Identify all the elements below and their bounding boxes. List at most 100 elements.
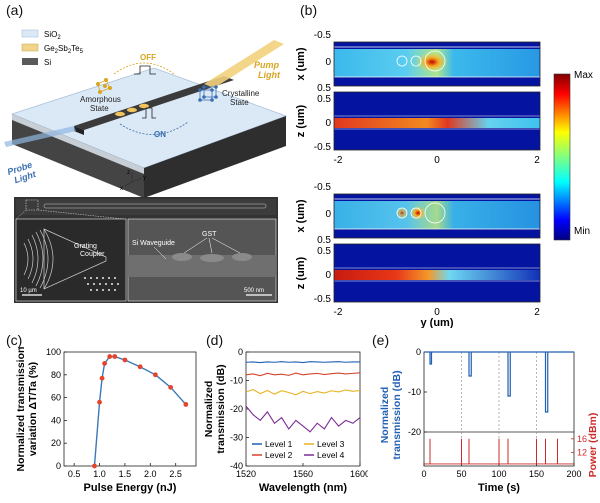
x-tick-label: 150 [529,469,544,479]
y-tick-label: -10 [408,387,421,397]
legend-label: Level 4 [317,450,345,460]
data-point [92,463,97,469]
y-tick-label: -20 [230,404,243,414]
sem-image: Grating Coupler 10 µm GST Si Waveguide 50… [14,197,278,303]
crystalline-label: Crystalline State [222,89,260,107]
off-pulse-icon [134,65,156,75]
grating-dots [84,277,119,291]
pump-label: Pump Light [254,60,281,80]
gst-blob [232,253,252,261]
device-schematic: SiO2 Ge2Sb2Te5 Si Pump Light ProbeLight O… [4,22,290,198]
b-ylabel-4: z (um) [295,256,307,289]
y-tick-label: 80 [51,370,61,380]
sem-zoom-box [25,199,39,211]
data-point [107,354,113,359]
slab-side-right [144,116,286,198]
axis-y-label: y [143,175,146,181]
field-maps: x (um) z (um) x (um) z (um) -0.5 0 0.5 0… [292,22,598,329]
y-tick-label: 0 [416,347,421,357]
grating-label: Grating Coupler [74,243,105,258]
grating-taper [43,228,107,290]
tick: 0 [325,209,331,220]
legend-sio2: SiO2 [44,30,61,41]
x-tick-label: 1.5 [119,469,132,479]
off-arc [113,62,175,75]
on-pulse-icon [142,107,156,119]
tick: 0.5 [317,94,331,105]
panel-label-b: (b) [300,2,318,18]
x-tick-label: 200 [566,469,581,479]
x-tick-label: 0.5 [68,469,81,479]
tick: 0.5 [317,246,331,257]
gst-pad [139,103,149,109]
probe-label: ProbeLight [6,159,38,186]
legend-si: Si [44,58,51,67]
plot-frame [63,351,197,467]
x-axis-label: Pulse Energy (nJ) [84,482,177,494]
y-tick-label: -20 [408,427,421,437]
off-label: OFF [140,53,156,62]
chart-d: 1520 1560 1600 0 -10 -20 -30 -40 Wavelength (nm)… [200,326,370,498]
legend-label: Level 3 [317,439,345,449]
panel-label-a: (a) [6,2,24,18]
data-point [97,399,102,405]
tick: -0.5 [314,142,332,153]
chart-c: 0.5 1.0 1.5 2.0 2.5 0 20 40 60 80 100 Pulse Energy … [0,326,200,498]
gst-blob [172,253,192,261]
tick: 0 [434,155,440,166]
gst-pad [127,107,137,113]
tick: 0 [325,118,331,129]
y-axis-label: Normalizedtransmission (dB) [203,364,227,453]
tick: 2 [534,307,540,318]
y-tick-label: -40 [230,461,243,471]
b-ylabel-2: z (um) [295,104,307,137]
y-tick-label: 60 [51,393,61,403]
chart-e: 0 50 100 150 200 0 -10 -20 16 12 Time (s) Normalize… [368,326,600,498]
tick: 0 [434,307,440,318]
waveguide [74,76,234,130]
data-point [122,357,128,363]
series-line [245,372,361,377]
tick: 0 [325,57,331,68]
tick: 0.5 [317,83,331,94]
data-point [102,361,108,366]
data-point [168,384,174,390]
y-axis-label: Normalizedtransmission (dB) [379,370,403,459]
tick: 0.5 [317,235,331,246]
panel-label-e: (e) [372,332,390,348]
x-tick-label: 2.5 [169,469,182,479]
colorbar: Max Min [548,66,600,248]
axis-x-label: x [120,186,123,192]
y2-tick-label: 12 [577,447,587,457]
panel-label-d: (d) [206,332,224,348]
series-line [93,355,187,467]
x-tick-label: 2.0 [144,469,157,479]
axes-icon [124,172,143,187]
x-tick-label: 1600 [350,469,368,479]
tick: 0 [325,270,331,281]
b-ylabel-3: x (um) [295,199,307,232]
x-tick-label: 0 [421,469,426,479]
y-tick-label: 0 [56,461,61,471]
data-point [99,375,105,381]
si-waveguide-label: Si Waveguide [132,240,175,247]
data-point [183,402,189,407]
legend-swatch-sio2 [21,29,39,38]
legend-swatch-si [22,58,38,65]
on-label: ON [154,130,166,139]
y-tick-label: 0 [238,347,243,357]
tick: -0.5 [314,294,332,305]
legend-swatch-gst [21,43,39,52]
x-axis-label: Time (s) [478,482,520,494]
data-point [112,354,118,359]
y2-axis-label: Power (dBm) [587,413,599,478]
grating-arcs [23,228,54,290]
amorphous-label: Amorphous State [80,95,121,113]
panel-label-c: (c) [6,332,23,348]
x-axis-label: Wavelength (nm) [259,482,348,494]
y-tick-label: 100 [46,347,61,357]
crystalline-lattice-icon [198,85,218,102]
transmission-trace [424,351,574,413]
on-arc [119,121,189,135]
amorphous-lattice-icon [96,78,113,95]
